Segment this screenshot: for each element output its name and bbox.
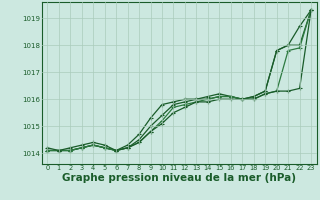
X-axis label: Graphe pression niveau de la mer (hPa): Graphe pression niveau de la mer (hPa) <box>62 173 296 183</box>
